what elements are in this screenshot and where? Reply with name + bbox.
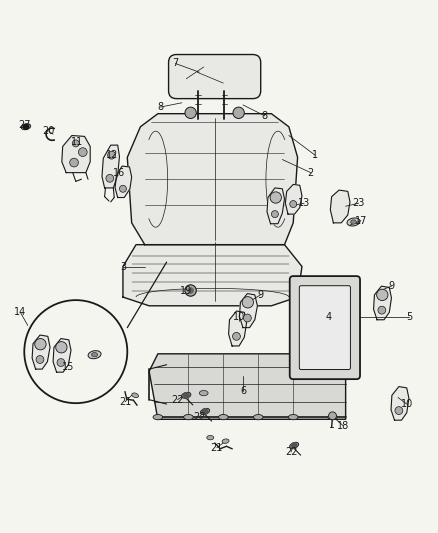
Text: 23: 23 xyxy=(353,198,365,208)
Circle shape xyxy=(56,342,67,353)
Ellipse shape xyxy=(182,392,191,398)
Circle shape xyxy=(395,407,403,415)
Polygon shape xyxy=(267,188,285,224)
Polygon shape xyxy=(330,190,350,223)
Text: 21: 21 xyxy=(119,397,131,407)
Circle shape xyxy=(270,192,282,203)
Ellipse shape xyxy=(153,415,162,420)
Circle shape xyxy=(328,412,336,420)
Polygon shape xyxy=(286,184,302,214)
Polygon shape xyxy=(240,294,258,328)
Circle shape xyxy=(35,338,46,350)
Text: 15: 15 xyxy=(62,362,74,372)
Text: 4: 4 xyxy=(325,312,331,322)
Text: 8: 8 xyxy=(157,102,163,112)
Circle shape xyxy=(188,288,193,293)
Ellipse shape xyxy=(207,435,214,440)
Circle shape xyxy=(272,211,279,217)
Circle shape xyxy=(72,140,79,147)
Polygon shape xyxy=(149,354,346,419)
Text: 20: 20 xyxy=(42,126,55,136)
Circle shape xyxy=(184,393,189,398)
Circle shape xyxy=(233,333,240,340)
Circle shape xyxy=(378,306,386,314)
Ellipse shape xyxy=(254,415,263,420)
Circle shape xyxy=(242,297,254,308)
Text: 10: 10 xyxy=(401,399,413,409)
Text: 22: 22 xyxy=(171,394,184,405)
Ellipse shape xyxy=(347,218,360,226)
Polygon shape xyxy=(374,286,392,320)
Circle shape xyxy=(36,356,44,364)
Ellipse shape xyxy=(21,124,31,130)
Text: 8: 8 xyxy=(262,111,268,121)
Text: 12: 12 xyxy=(106,150,118,160)
Ellipse shape xyxy=(328,415,337,420)
Text: 9: 9 xyxy=(258,290,264,300)
Circle shape xyxy=(185,107,196,118)
Text: 27: 27 xyxy=(18,119,31,130)
Circle shape xyxy=(185,285,196,296)
Circle shape xyxy=(106,174,114,182)
Text: 9: 9 xyxy=(389,281,395,291)
Text: 19: 19 xyxy=(180,286,192,295)
Polygon shape xyxy=(102,145,120,188)
Text: 1: 1 xyxy=(312,150,318,160)
Circle shape xyxy=(23,124,28,130)
Polygon shape xyxy=(32,335,50,369)
Circle shape xyxy=(377,289,388,301)
Circle shape xyxy=(290,200,297,207)
Text: 21: 21 xyxy=(211,443,223,453)
Ellipse shape xyxy=(219,415,228,420)
Polygon shape xyxy=(115,166,132,198)
Ellipse shape xyxy=(184,415,193,420)
Text: 18: 18 xyxy=(337,421,350,431)
Circle shape xyxy=(108,151,116,159)
Ellipse shape xyxy=(92,352,98,357)
Circle shape xyxy=(24,300,127,403)
Text: 10: 10 xyxy=(233,312,245,322)
Circle shape xyxy=(120,185,127,192)
Circle shape xyxy=(202,409,208,414)
Text: 22: 22 xyxy=(285,447,297,457)
Ellipse shape xyxy=(132,393,138,398)
Polygon shape xyxy=(391,386,409,420)
FancyBboxPatch shape xyxy=(299,286,350,369)
Polygon shape xyxy=(62,135,90,173)
Ellipse shape xyxy=(201,408,210,415)
Circle shape xyxy=(78,148,87,157)
Ellipse shape xyxy=(351,220,357,224)
Circle shape xyxy=(233,107,244,118)
Circle shape xyxy=(70,158,78,167)
Ellipse shape xyxy=(222,439,229,443)
Text: 14: 14 xyxy=(14,308,26,317)
Ellipse shape xyxy=(199,391,208,395)
Ellipse shape xyxy=(290,442,299,449)
Text: 3: 3 xyxy=(120,262,126,271)
Ellipse shape xyxy=(288,415,298,420)
Text: 7: 7 xyxy=(172,59,178,68)
Text: 6: 6 xyxy=(240,386,246,396)
Circle shape xyxy=(291,443,297,448)
Circle shape xyxy=(244,314,251,322)
Text: 5: 5 xyxy=(406,312,412,322)
Polygon shape xyxy=(53,338,71,372)
Text: 11: 11 xyxy=(71,137,83,147)
FancyBboxPatch shape xyxy=(169,54,261,99)
Polygon shape xyxy=(229,311,247,346)
Polygon shape xyxy=(127,114,297,245)
Text: 2: 2 xyxy=(307,168,314,177)
Polygon shape xyxy=(123,245,302,306)
Circle shape xyxy=(57,359,65,367)
FancyBboxPatch shape xyxy=(290,276,360,379)
Text: 17: 17 xyxy=(355,216,367,225)
Text: 22: 22 xyxy=(193,412,205,422)
Text: 13: 13 xyxy=(298,198,310,208)
Text: 16: 16 xyxy=(113,168,125,177)
Ellipse shape xyxy=(88,351,101,359)
